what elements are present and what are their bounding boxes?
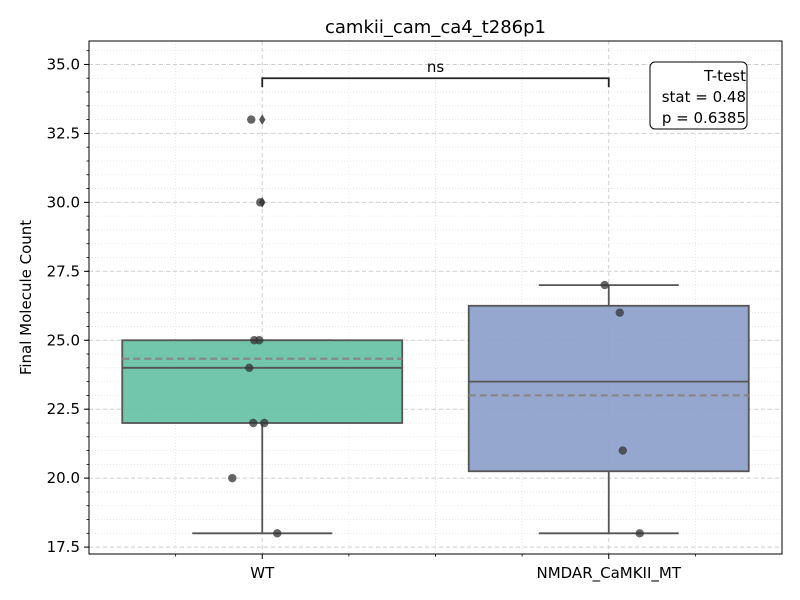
data-point (228, 473, 237, 483)
y-tick-label: 20.0 (47, 469, 80, 487)
y-tick-label: 30.0 (47, 193, 80, 211)
stats-p-value: p = 0.6385 (662, 109, 746, 127)
stats-statistic: stat = 0.48 (662, 88, 746, 106)
data-point (273, 529, 282, 538)
stats-box-frame (649, 61, 748, 130)
data-point (256, 198, 265, 207)
significance-bracket: ns (261, 58, 610, 88)
data-point (245, 363, 254, 373)
y-tick-label: 27.5 (47, 262, 80, 280)
data-point (249, 418, 258, 428)
iqr-box (121, 339, 404, 424)
significance-bracket-line (261, 77, 610, 88)
data-point (260, 418, 269, 428)
axes: 17.5 20.0 22.5 25.0 27.5 30.0 32.5 35.0 WT NMDAR_… (47, 50, 696, 583)
x-tick-label: WT (250, 564, 275, 582)
data-points (228, 115, 644, 538)
data-point (600, 280, 609, 290)
x-tick-label: NMDAR_CaMKII_MT (536, 564, 681, 583)
iqr-box (467, 304, 750, 473)
box-nmdar-camkii-mt (467, 284, 750, 535)
stats-test-name: T-test (703, 67, 746, 85)
boxes (121, 114, 750, 535)
data-point (615, 308, 624, 317)
y-axis-title: Final Molecule Count (17, 220, 35, 375)
chart-title: camkii_cam_ca4_t286p1 (325, 17, 546, 38)
y-tick-label: 22.5 (47, 400, 80, 418)
box-wt (121, 114, 404, 535)
stats-box: T-test stat = 0.48 p = 0.6385 (649, 61, 748, 130)
y-tick-label: 25.0 (47, 331, 80, 349)
outlier-marker (259, 114, 266, 126)
data-point (247, 115, 256, 124)
y-tick-label: 32.5 (47, 124, 80, 142)
data-point (635, 529, 644, 538)
data-point (618, 446, 627, 455)
y-tick-label: 35.0 (47, 55, 80, 73)
data-point (255, 336, 264, 345)
significance-label: ns (427, 58, 445, 76)
y-tick-label: 17.5 (47, 538, 80, 556)
